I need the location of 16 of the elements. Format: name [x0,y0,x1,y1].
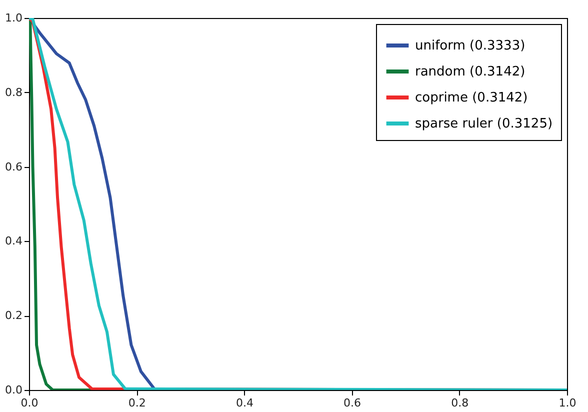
legend-label: coprime (0.3142) [415,90,528,106]
x-tick-label: 0.8 [451,396,469,410]
y-tick-label: 0.6 [5,160,22,174]
x-tick-label: 0.2 [128,396,146,410]
legend-label: sparse ruler (0.3125) [415,116,553,132]
x-tick-label: 0.4 [236,396,254,410]
legend-label: uniform (0.3333) [415,38,526,54]
y-tick-label: 0.8 [5,86,22,99]
legend-label: random (0.3142) [415,64,526,80]
y-tick-label: 0.4 [5,234,22,248]
y-tick-label: 1.0 [5,12,22,24]
x-tick-label: 0.0 [20,396,38,410]
y-tick-label: 0.2 [5,309,22,322]
y-tick-label: 0.0 [5,384,22,396]
x-tick-label: 1.0 [558,396,576,410]
x-tick-label: 0.6 [344,396,362,410]
